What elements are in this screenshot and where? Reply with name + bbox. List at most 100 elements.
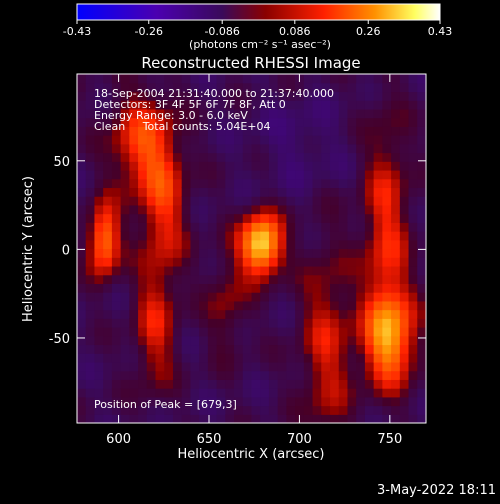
heatmap-cell bbox=[417, 265, 426, 276]
heatmap-cell bbox=[138, 388, 148, 398]
heatmap-cell bbox=[225, 388, 235, 398]
heatmap-cell bbox=[251, 309, 261, 319]
heatmap-cell bbox=[103, 379, 113, 389]
heatmap-cell bbox=[146, 222, 157, 232]
heatmap-cell bbox=[225, 335, 235, 346]
heatmap-cell bbox=[190, 283, 200, 293]
heatmap-cell bbox=[330, 405, 340, 415]
heatmap-cell bbox=[172, 126, 183, 136]
heatmap-cell bbox=[286, 361, 296, 372]
heatmap-cell bbox=[330, 91, 340, 101]
heatmap-cell bbox=[155, 204, 165, 215]
heatmap-cell bbox=[286, 108, 296, 119]
heatmap-cell bbox=[408, 239, 418, 250]
heatmap-cell bbox=[408, 213, 418, 223]
heatmap-cell bbox=[417, 344, 426, 354]
heatmap-cell bbox=[338, 100, 349, 110]
heatmap-cell bbox=[312, 74, 322, 84]
heatmap-cell bbox=[85, 204, 96, 215]
heatmap-cell bbox=[417, 161, 426, 171]
heatmap-cell bbox=[94, 231, 104, 241]
heatmap-cell bbox=[199, 231, 209, 241]
heatmap-cell bbox=[286, 143, 296, 154]
heatmap-cell bbox=[146, 100, 157, 110]
heatmap-cell bbox=[268, 196, 279, 206]
heatmap-cell bbox=[356, 300, 366, 311]
heatmap-cell bbox=[286, 274, 296, 284]
date-stamp: 3-May-2022 18:11 bbox=[377, 483, 496, 498]
heatmap-cell bbox=[382, 292, 392, 302]
heatmap-cell bbox=[251, 231, 261, 241]
heatmap-cell bbox=[277, 196, 287, 206]
heatmap-cell bbox=[391, 222, 401, 232]
heatmap-cell bbox=[268, 117, 279, 127]
heatmap-cell bbox=[172, 414, 183, 423]
heatmap-cell bbox=[338, 222, 349, 232]
heatmap-cell bbox=[164, 335, 174, 346]
heatmap-cell bbox=[373, 196, 383, 206]
heatmap-cell bbox=[172, 108, 183, 119]
y-tick-label: 0 bbox=[62, 243, 70, 258]
heatmap-cell bbox=[295, 283, 305, 293]
heatmap-cell bbox=[85, 231, 96, 241]
heatmap-cell bbox=[190, 361, 200, 372]
heatmap-cell bbox=[303, 257, 314, 267]
heatmap-cell bbox=[190, 204, 200, 215]
heatmap-cell bbox=[85, 283, 96, 293]
heatmap-cell bbox=[216, 379, 226, 389]
heatmap-cell bbox=[234, 204, 244, 215]
heatmap-cell bbox=[321, 274, 331, 284]
heatmap-cell bbox=[312, 361, 322, 372]
heatmap-cell bbox=[225, 126, 235, 136]
heatmap-cell bbox=[199, 335, 209, 346]
heatmap-cell bbox=[251, 292, 261, 302]
heatmap-cell bbox=[321, 152, 331, 162]
heatmap-cell bbox=[77, 396, 87, 407]
y-tick-label: -50 bbox=[49, 332, 70, 347]
heatmap-cell bbox=[330, 74, 340, 84]
heatmap-cell bbox=[120, 161, 130, 171]
heatmap-cell bbox=[268, 414, 279, 423]
heatmap-cell bbox=[364, 353, 375, 363]
heatmap-cell bbox=[312, 327, 322, 337]
heatmap-cell bbox=[408, 344, 418, 354]
heatmap-cell bbox=[303, 213, 314, 223]
heatmap-cell bbox=[382, 274, 392, 284]
heatmap-cell bbox=[164, 108, 174, 119]
heatmap-cell bbox=[321, 300, 331, 311]
heatmap-cell bbox=[77, 309, 87, 319]
heatmap-cell bbox=[408, 100, 418, 110]
heatmap-cell bbox=[321, 327, 331, 337]
heatmap-cell bbox=[85, 292, 96, 302]
heatmap-cell bbox=[129, 309, 139, 319]
heatmap-cell bbox=[408, 379, 418, 389]
heatmap-cell bbox=[268, 292, 279, 302]
heatmap-cell bbox=[303, 126, 314, 136]
colorbar-tick-label: 0.26 bbox=[356, 25, 381, 38]
heatmap-cell bbox=[382, 361, 392, 372]
heatmap-cell bbox=[111, 370, 122, 380]
heatmap-cell bbox=[138, 152, 148, 162]
heatmap-cell bbox=[391, 117, 401, 127]
heatmap-cell bbox=[303, 231, 314, 241]
heatmap-cell bbox=[408, 370, 418, 380]
heatmap-cell bbox=[190, 414, 200, 423]
heatmap-cell bbox=[164, 231, 174, 241]
heatmap-cell bbox=[382, 231, 392, 241]
heatmap-cell bbox=[146, 178, 157, 189]
heatmap-cell bbox=[356, 370, 366, 380]
heatmap-cell bbox=[382, 135, 392, 145]
heatmap-cell bbox=[373, 379, 383, 389]
heatmap-cell bbox=[347, 239, 357, 250]
heatmap-cell bbox=[277, 318, 287, 328]
heatmap-cell bbox=[356, 265, 366, 276]
heatmap-cell bbox=[216, 196, 226, 206]
heatmap-cell bbox=[364, 361, 375, 372]
heatmap-cell bbox=[172, 213, 183, 223]
heatmap-cell bbox=[120, 327, 130, 337]
heatmap-cell bbox=[373, 248, 383, 258]
heatmap-cell bbox=[303, 274, 314, 284]
heatmap-cell bbox=[216, 414, 226, 423]
heatmap-cell bbox=[356, 143, 366, 154]
heatmap-cell bbox=[85, 405, 96, 415]
